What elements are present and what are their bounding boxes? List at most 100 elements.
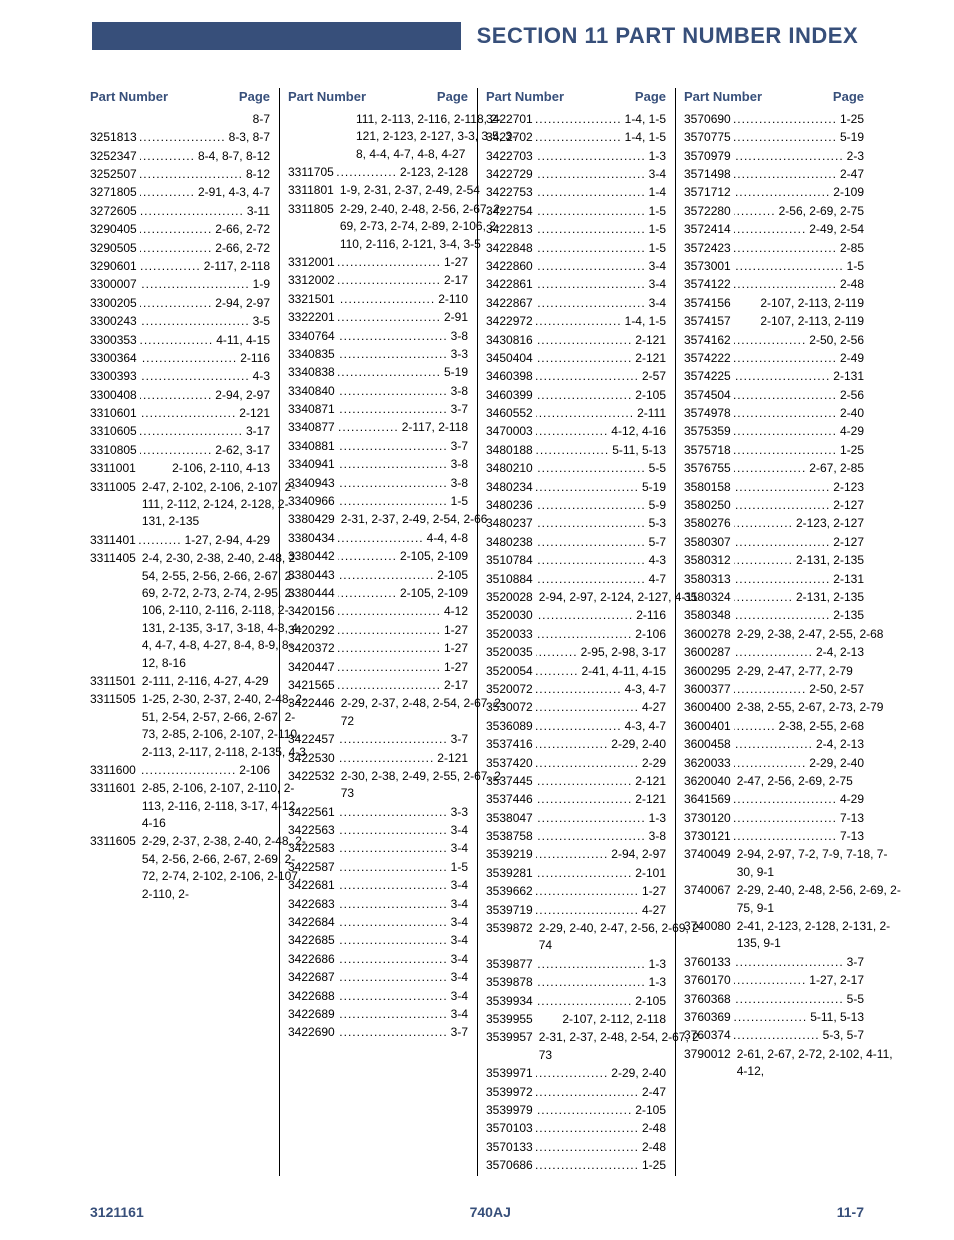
page-ref: 2-17: [441, 272, 468, 289]
page-ref: 2-94, 2-97: [212, 295, 270, 312]
leader-dots: [536, 993, 633, 1005]
page-ref: 3-3: [448, 346, 468, 363]
index-entry: 34215652-17: [288, 677, 468, 694]
page-ref: 2-40: [837, 405, 864, 422]
part-number: 3421565: [288, 677, 338, 694]
page-ref: 8-3, 8-7: [226, 129, 270, 146]
leader-dots: [734, 350, 837, 362]
index-entry: 35724142-49, 2-54: [684, 221, 864, 238]
index-entry: 33804344-4, 4-8: [288, 530, 468, 547]
page-ref: 2-94, 2-97, 7-2, 7-9, 7-18, 7-30, 9-1: [734, 846, 902, 881]
part-number: 3311401: [90, 532, 139, 549]
part-number: 3600400: [684, 699, 734, 716]
column-header-right: Page: [437, 88, 468, 107]
column-header: Part NumberPage: [684, 88, 864, 111]
part-number: 3340764: [288, 328, 338, 345]
leader-dots: [734, 240, 837, 252]
leader-dots: [140, 442, 213, 454]
index-entry: 34225633-4: [288, 822, 468, 839]
index-entry: 32523478-4, 8-7, 8-12: [90, 148, 270, 165]
page-ref: 1-27: [441, 622, 468, 639]
part-number: 3740049: [684, 846, 734, 863]
part-number: 3310805: [90, 442, 140, 459]
index-entry: 33804422-105, 2-109: [288, 548, 468, 565]
index-entry: 35300724-27: [486, 699, 666, 716]
index-entry: 32905052-66, 2-72: [90, 240, 270, 257]
part-number: 3574225: [684, 368, 734, 385]
leader-dots: [734, 644, 813, 656]
page-ref: 3-17: [243, 423, 270, 440]
part-number: 3574162: [684, 332, 734, 349]
index-entry: 36200332-29, 2-40: [684, 755, 864, 772]
index-columns: Part NumberPage8-732518138-3, 8-73252347…: [90, 88, 864, 1176]
part-number: 3539934: [486, 993, 536, 1010]
section-header: SECTION 11 PART NUMBER INDEX: [90, 20, 864, 52]
page-ref: 5-19: [639, 479, 666, 496]
page-ref: 2-31, 2-37, 2-48, 2-54, 2-67, 2-73: [536, 1029, 704, 1064]
page-ref: 1-3: [646, 810, 666, 827]
part-number: 3340838: [288, 364, 338, 381]
footer-left: 3121161: [90, 1204, 144, 1220]
part-number: 3340871: [288, 401, 338, 418]
part-number: 3340835: [288, 346, 338, 363]
page-ref: 5-11, 5-13: [807, 1009, 864, 1026]
page-ref: 2-50, 2-57: [806, 681, 864, 698]
page-ref: 2-110: [435, 291, 468, 308]
page-ref: 2-31, 2-37, 2-49, 2-54, 2-66: [338, 511, 488, 528]
part-number: 3422532: [288, 768, 338, 785]
leader-dots: [536, 571, 646, 583]
page-ref: 1-5: [448, 859, 468, 876]
part-number: 3450404: [486, 350, 536, 367]
leader-dots: [338, 567, 435, 579]
leader-dots: [536, 276, 646, 288]
index-entry: 35200302-116: [486, 607, 666, 624]
index-entry: 34226813-4: [288, 877, 468, 894]
leader-dots: [338, 272, 441, 284]
page-ref: 2-95, 2-98, 3-17: [578, 644, 666, 661]
leader-dots: [536, 350, 633, 362]
leader-dots: [536, 423, 609, 435]
leader-dots: [139, 460, 169, 472]
page-ref: 1-9, 2-31, 2-37, 2-49, 2-54: [337, 182, 480, 199]
index-entry: 3340835 3-3: [288, 346, 468, 363]
leader-dots: [536, 846, 609, 858]
part-number: 3571498: [684, 166, 734, 183]
part-number: 3290505: [90, 240, 140, 257]
index-entry: 35399572-31, 2-37, 2-48, 2-54, 2-67, 2-7…: [486, 1029, 666, 1064]
part-number: 3422457: [288, 731, 338, 748]
leader-dots: [338, 640, 441, 652]
index-entry: 36002782-29, 2-38, 2-47, 2-55, 2-68: [684, 626, 864, 643]
leader-dots: [536, 1157, 639, 1169]
index-entry: 35742252-131: [684, 368, 864, 385]
part-number: 3311801: [288, 182, 337, 199]
part-number: 3480234: [486, 479, 536, 496]
leader-dots: [536, 442, 609, 454]
page-ref: 3-5: [250, 313, 270, 330]
part-number: 3520072: [486, 681, 536, 698]
page-ref: 2-117, 2-118: [399, 419, 468, 436]
part-number: 3422689: [288, 1006, 338, 1023]
page-footer: 3121161 740AJ 11-7: [90, 1204, 864, 1220]
leader-dots: [734, 954, 844, 966]
column-header: Part NumberPage: [486, 88, 666, 111]
part-number: 3740080: [684, 918, 734, 935]
index-entry: 35374462-121: [486, 791, 666, 808]
index-entry: 34227541-5: [486, 203, 666, 220]
page-ref: 4-29: [837, 791, 864, 808]
index-entry: 35707755-19: [684, 129, 864, 146]
index-entry: 35200542-41, 4-11, 4-15: [486, 663, 666, 680]
part-number: 3422701: [486, 111, 536, 128]
leader-dots: [140, 368, 250, 380]
part-number: 3422688: [288, 988, 338, 1005]
leader-dots: [338, 731, 448, 743]
leader-dots: [338, 548, 397, 560]
index-entry: 35717122-109: [684, 184, 864, 201]
index-entry: 35701332-48: [486, 1139, 666, 1156]
leader-dots: [734, 276, 837, 288]
part-number: 3539281: [486, 865, 536, 882]
index-entry: 35107844-3: [486, 552, 666, 569]
index-entry: 34228613-4: [486, 276, 666, 293]
index-entry: 35803482-135: [684, 607, 864, 624]
page-ref: 2-123, 2-127: [793, 515, 864, 532]
index-entry: 34228131-5: [486, 221, 666, 238]
